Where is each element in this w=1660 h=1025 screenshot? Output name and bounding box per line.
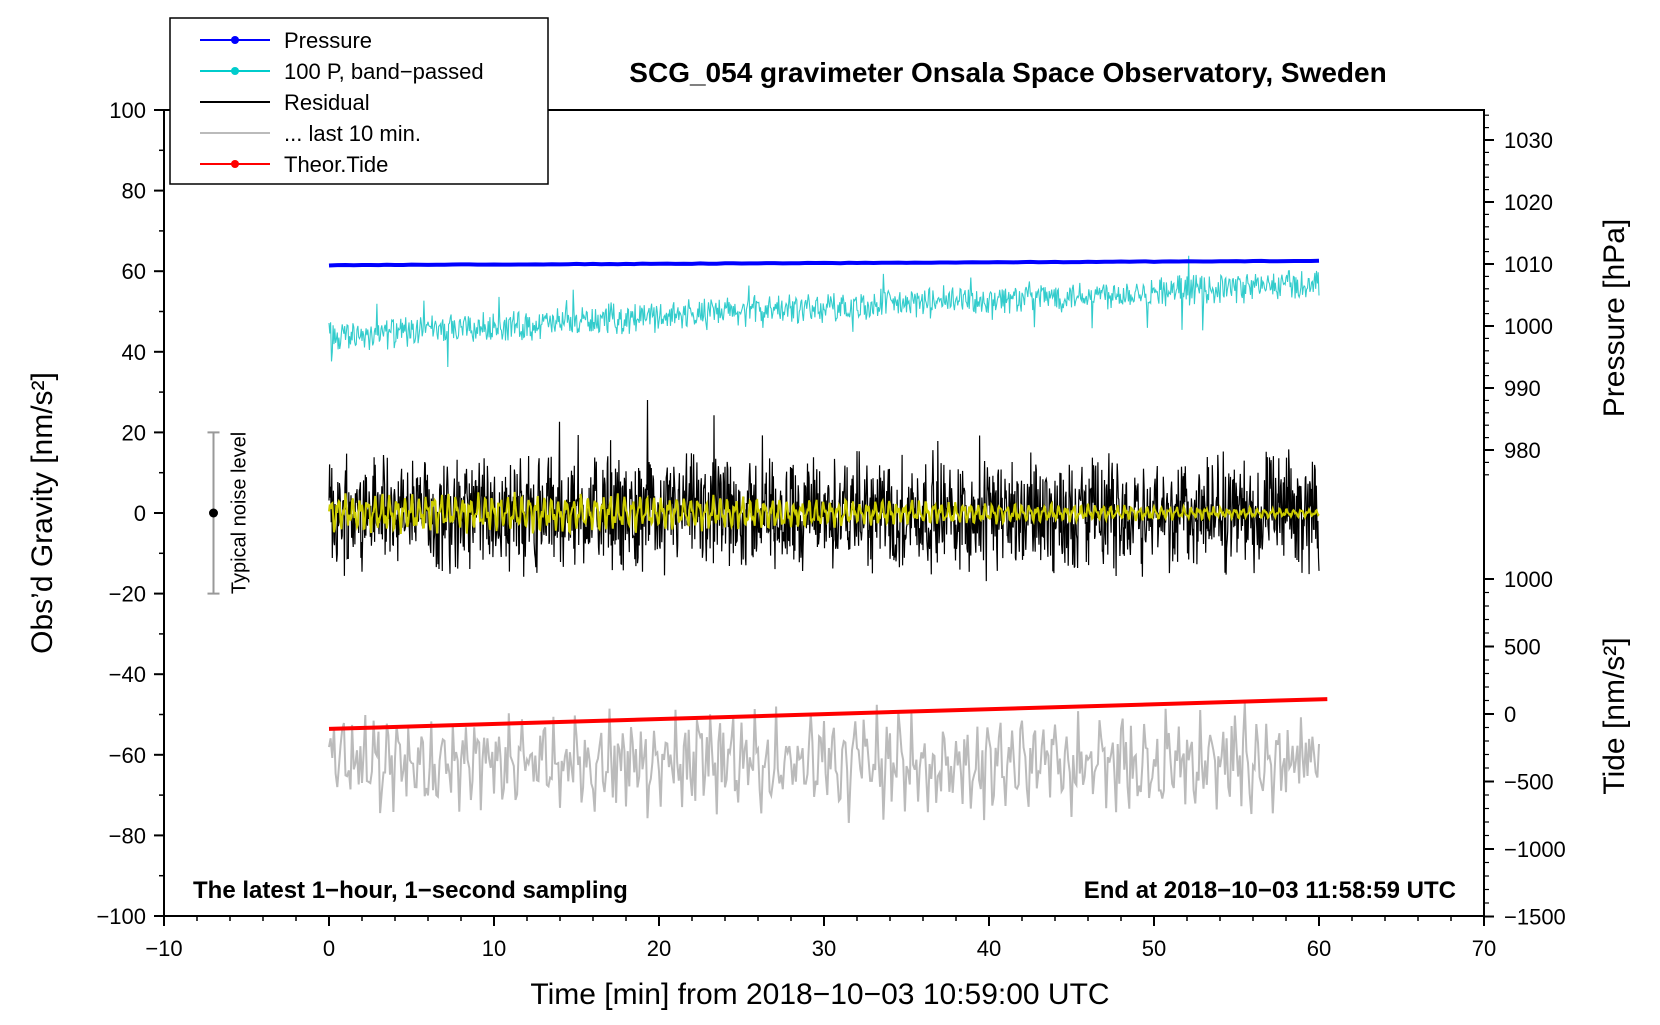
y-tick-label: 20 (122, 420, 146, 445)
y-tick-label: 100 (109, 98, 146, 123)
y-tick-label: −40 (109, 662, 146, 687)
series-residual-filtered (328, 491, 1320, 536)
y-tick-label: −20 (109, 582, 146, 607)
tide-tick-label: 0 (1504, 702, 1516, 727)
series-pressure (328, 258, 1320, 268)
legend-label: Pressure (284, 28, 372, 53)
legend-label: 100 P, band−passed (284, 59, 484, 84)
tide-tick-label: 500 (1504, 635, 1541, 660)
y-axis-label: Obs’d Gravity [nm/s²] (26, 372, 59, 654)
noise-center-dot (209, 508, 218, 518)
legend-label: ... last 10 min. (284, 121, 421, 146)
y-axis-tide: −1500 −1000 −500 0 500 1000 (1484, 567, 1566, 930)
noise-label: Typical noise level (229, 432, 251, 594)
y-axis-pressure: 980 990 1000 1010 1020 1030 (1484, 114, 1553, 476)
legend: Pressure 100 P, band−passed Residual ... la… (169, 17, 549, 185)
pressure-tick-label: 1010 (1504, 252, 1553, 277)
annotation-end-time: End at 2018−10−03 11:58:59 UTC (1084, 877, 1456, 904)
x-tick-label: 20 (647, 936, 671, 961)
y-tick-label: −80 (109, 823, 146, 848)
series-layer (328, 255, 1328, 823)
annotation-sampling: The latest 1−hour, 1−second sampling (193, 877, 628, 904)
x-tick-label: −10 (145, 936, 182, 961)
x-axis: −10 0 10 20 30 40 50 60 70 (145, 916, 1496, 961)
y-tick-label: 60 (122, 259, 146, 284)
tide-axis-label: Tide [nm/s²] (1598, 637, 1631, 794)
y-tick-label: −60 (109, 743, 146, 768)
legend-marker (231, 36, 239, 44)
x-tick-label: 60 (1307, 936, 1331, 961)
series-residual (328, 399, 1320, 582)
pressure-tick-label: 1000 (1504, 314, 1553, 339)
y-axis-gravity: −100 −80 −60 −40 −20 0 20 40 60 80 100 (96, 98, 164, 929)
x-tick-label: 50 (1142, 936, 1166, 961)
tide-tick-label: 1000 (1504, 567, 1553, 592)
series-last-10-min (328, 703, 1320, 823)
x-tick-label: 10 (482, 936, 506, 961)
tide-tick-label: −1500 (1504, 905, 1566, 930)
y-tick-label: 0 (134, 501, 146, 526)
pressure-tick-label: 990 (1504, 376, 1541, 401)
legend-marker (231, 67, 239, 75)
x-tick-label: 70 (1472, 936, 1496, 961)
legend-marker (231, 160, 239, 168)
tide-tick-label: −500 (1504, 770, 1554, 795)
legend-label: Theor.Tide (284, 152, 388, 177)
pressure-tick-label: 980 (1504, 438, 1541, 463)
y-tick-label: 80 (122, 179, 146, 204)
x-tick-label: 0 (323, 936, 335, 961)
series-theoretical-tide (328, 697, 1328, 731)
legend-label: Residual (284, 90, 370, 115)
y-tick-label: 40 (122, 340, 146, 365)
tide-tick-label: −1000 (1504, 837, 1566, 862)
x-tick-label: 30 (812, 936, 836, 961)
y-tick-label: −100 (96, 904, 146, 929)
pressure-tick-label: 1020 (1504, 190, 1553, 215)
typical-noise-marker: Typical noise level (207, 431, 251, 595)
x-tick-label: 40 (977, 936, 1001, 961)
x-axis-label: Time [min] from 2018−10−03 10:59:00 UTC (530, 978, 1109, 1011)
chart-title: SCG_054 gravimeter Onsala Space Observat… (629, 57, 1386, 88)
pressure-tick-label: 1030 (1504, 128, 1553, 153)
series-band-passed-pressure (328, 255, 1320, 368)
pressure-axis-label: Pressure [hPa] (1598, 219, 1631, 417)
